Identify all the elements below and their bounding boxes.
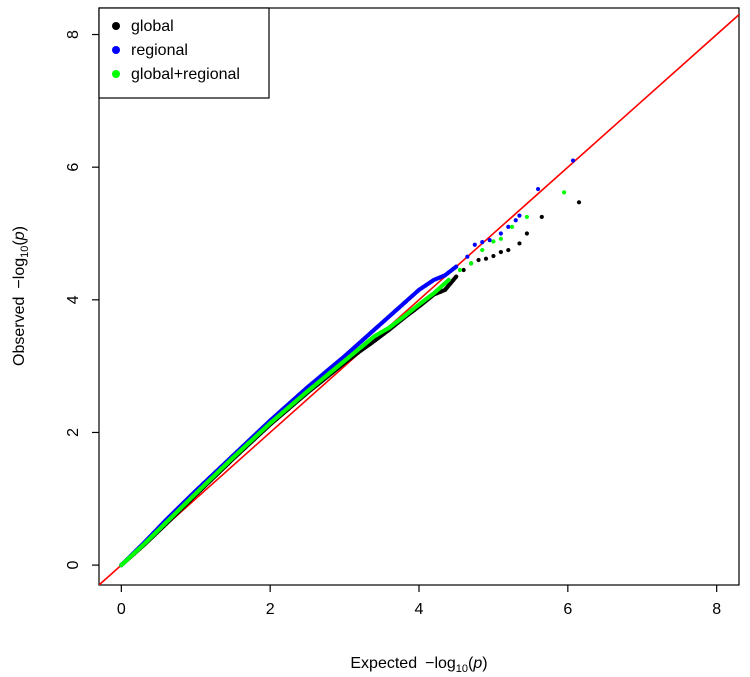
data-point (457, 267, 463, 273)
data-point (498, 236, 503, 241)
legend-box (98, 7, 270, 99)
data-point (461, 267, 466, 273)
data-point (465, 254, 470, 259)
data-point (476, 257, 481, 263)
data-point (535, 186, 541, 192)
legend-marker (112, 22, 120, 30)
x-tick-label: 6 (563, 601, 572, 618)
y-axis-title-paren-open: ( (11, 240, 28, 246)
y-axis-title-prefix: −log (11, 258, 28, 289)
x-axis-title-paren-close: ) (482, 655, 487, 672)
y-tick-label: 8 (65, 30, 82, 39)
y-axis-title-arg: p (11, 231, 28, 241)
data-point (454, 274, 459, 279)
data-point (480, 240, 485, 245)
data-point (454, 264, 459, 269)
reference-line-layer (99, 14, 739, 585)
legend-label: global (131, 18, 174, 35)
data-point (491, 239, 496, 244)
x-axis-title-paren-open: ( (468, 655, 474, 672)
data-point (524, 231, 530, 236)
y-tick-label: 0 (65, 561, 82, 570)
data-point (483, 256, 489, 261)
x-axis-title-arg: p (472, 655, 482, 672)
y-tick-label: 4 (65, 295, 82, 304)
data-point (509, 224, 515, 229)
legend: global regional global+regional (98, 7, 270, 99)
x-axis-title: Expected −log10(p) (350, 655, 487, 675)
data-point (539, 214, 544, 220)
x-axis-title-prefix: −log (425, 655, 456, 672)
legend-marker (112, 46, 120, 54)
data-point (498, 249, 503, 255)
data-point (524, 214, 530, 220)
x-tick-label: 0 (117, 601, 126, 618)
legend-label: regional (131, 42, 188, 59)
x-axis: 0 2 4 6 8 (117, 585, 721, 618)
data-point (576, 200, 582, 205)
x-tick-label: 4 (415, 601, 424, 618)
x-axis-title-sub: 10 (456, 663, 468, 675)
y-axis: 0 2 4 6 8 (65, 30, 99, 570)
y-tick-label: 2 (65, 428, 82, 437)
data-point (491, 253, 496, 259)
data-point (480, 247, 485, 253)
data-point (498, 231, 503, 236)
data-point (446, 277, 451, 283)
x-tick-label: 8 (712, 601, 721, 618)
y-axis-title: Observed −log10(p) (11, 226, 31, 366)
data-point (506, 224, 511, 229)
x-axis-title-main: Expected (350, 655, 417, 672)
data-point (487, 238, 492, 243)
y-axis-title-main: Observed (11, 297, 28, 366)
legend-marker (112, 70, 120, 78)
y-tick-label: 6 (65, 163, 82, 172)
data-point (562, 190, 567, 195)
data-point (506, 247, 511, 253)
y-axis-title-paren-close: ) (11, 226, 28, 231)
data-point (570, 158, 576, 163)
series-global-regional (119, 190, 567, 568)
y-axis-title-sub: 10 (19, 246, 31, 258)
reference-line (99, 14, 739, 585)
data-points-layer (119, 158, 582, 568)
data-point (468, 261, 474, 266)
legend-label: global+regional (131, 66, 240, 83)
data-point (513, 218, 518, 223)
plot-frame (98, 7, 740, 586)
data-point (472, 242, 477, 247)
x-tick-label: 2 (266, 601, 275, 618)
data-point (517, 213, 522, 218)
data-point (517, 241, 522, 246)
